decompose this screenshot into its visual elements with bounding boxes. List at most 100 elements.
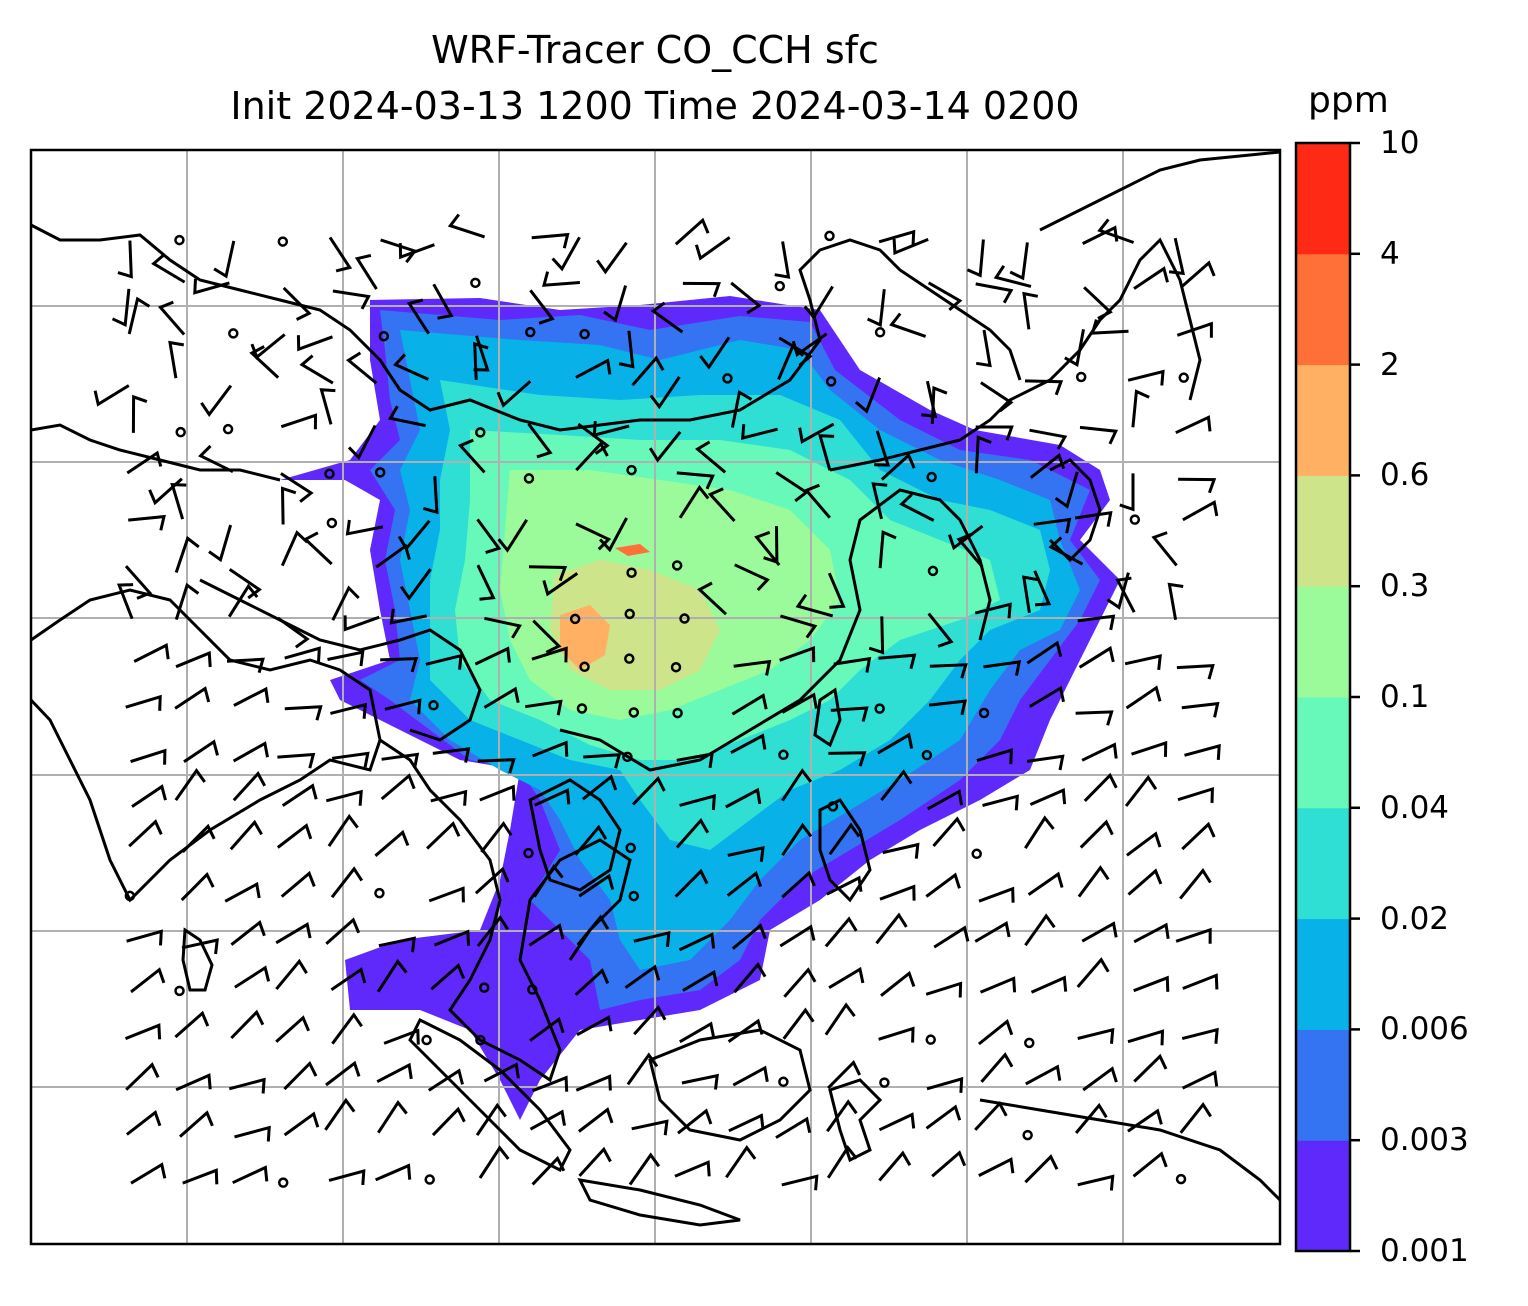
colorbar-swatch xyxy=(1296,143,1350,255)
wind-barb xyxy=(250,333,286,360)
calm-wind-circle xyxy=(174,234,185,246)
wind-barb xyxy=(879,884,916,901)
wind-barb xyxy=(232,741,269,763)
calm-wind-circle xyxy=(378,330,390,342)
wind-barb xyxy=(781,1174,819,1191)
wind-barb xyxy=(1175,927,1212,944)
wind-barb xyxy=(626,1052,659,1086)
wind-barb xyxy=(1124,654,1162,671)
calm-wind-circle xyxy=(874,327,886,338)
wind-barb xyxy=(933,925,970,949)
wind-barb xyxy=(398,243,435,260)
wind-barb xyxy=(878,1112,916,1132)
wind-barb xyxy=(280,870,316,898)
colorbar-swatch xyxy=(1296,807,1350,920)
wind-barb xyxy=(124,565,153,600)
wind-barb xyxy=(325,1060,361,1087)
wind-barb xyxy=(542,271,581,287)
wind-barb xyxy=(828,822,861,856)
calm-wind-circle xyxy=(625,842,636,854)
wind-barb xyxy=(930,385,948,425)
wind-barb xyxy=(730,733,767,755)
wind-barb xyxy=(1124,774,1158,807)
wind-barb xyxy=(232,1165,269,1185)
wind-barb xyxy=(803,285,834,320)
wind-barb xyxy=(628,1152,661,1186)
wind-barb xyxy=(880,970,916,997)
wind-barb xyxy=(782,1007,815,1040)
wind-barb xyxy=(299,354,334,385)
wind-barb xyxy=(527,422,553,459)
wind-barb xyxy=(476,518,502,555)
wind-barb xyxy=(497,518,528,553)
colorbar-tick-label: 0.04 xyxy=(1380,789,1450,826)
wind-barb xyxy=(1026,754,1065,771)
calm-wind-circle xyxy=(778,1076,789,1088)
wind-barb xyxy=(277,616,310,649)
title-line-1: WRF-Tracer CO_CCH sfc xyxy=(431,28,879,72)
wind-barb xyxy=(551,236,581,272)
wind-barb xyxy=(1022,291,1039,330)
calm-wind-circle xyxy=(624,608,635,620)
wind-barb xyxy=(131,784,167,808)
wind-barb xyxy=(1115,576,1136,613)
wind-barb xyxy=(181,823,216,853)
coast-korea xyxy=(1048,458,1102,563)
wind-barb xyxy=(275,922,312,945)
wind-barb xyxy=(327,650,365,667)
wind-barb xyxy=(457,438,486,474)
wind-barb xyxy=(978,886,1015,903)
wind-barb xyxy=(679,1021,716,1044)
wind-barb xyxy=(284,705,323,721)
colorbar-tick-label: 0.1 xyxy=(1380,679,1430,715)
wind-barb xyxy=(979,976,1017,994)
coast-indochina-mountains xyxy=(528,778,622,892)
wind-barb xyxy=(592,420,630,438)
wind-barb xyxy=(731,693,768,716)
wind-barb xyxy=(824,916,858,948)
wind-barb xyxy=(229,819,263,851)
wind-barb xyxy=(476,564,496,601)
wind-barb xyxy=(151,253,186,284)
wind-barb xyxy=(133,643,170,663)
wind-barb xyxy=(431,1106,466,1137)
colorbar-swatch xyxy=(1296,697,1350,809)
wind-barb xyxy=(828,751,867,767)
wind-barb xyxy=(974,435,992,474)
wind-barb xyxy=(127,296,151,335)
wind-barb xyxy=(1081,921,1118,943)
colorbar xyxy=(1294,141,1360,1253)
wind-barb xyxy=(479,784,516,802)
wind-barb xyxy=(830,706,869,722)
wind-barb xyxy=(1082,1066,1118,1092)
wind-barb xyxy=(1033,517,1072,534)
wind-barb xyxy=(399,568,432,601)
wind-barb xyxy=(778,336,813,367)
wind-barb xyxy=(380,773,416,801)
wind-barb xyxy=(1027,871,1064,896)
coast-himalaya xyxy=(199,578,482,742)
wind-barb xyxy=(384,698,422,715)
wind-barb xyxy=(529,1016,565,1042)
wind-barb xyxy=(631,1119,669,1136)
wind-barb xyxy=(1083,286,1113,320)
wind-barb xyxy=(302,531,333,566)
calm-wind-circle xyxy=(124,890,136,902)
wind-barb xyxy=(974,920,1011,943)
wind-barb xyxy=(389,608,427,625)
wind-barb xyxy=(1182,499,1219,522)
wind-barb xyxy=(1182,973,1219,990)
calm-wind-circle xyxy=(228,328,239,339)
wind-barb xyxy=(1030,975,1068,994)
wind-barb xyxy=(277,752,316,769)
wind-barb xyxy=(406,298,430,335)
wind-barb xyxy=(283,1060,318,1091)
calm-wind-circle xyxy=(523,847,534,859)
coast-northeast xyxy=(1039,150,1280,232)
wind-barb xyxy=(699,336,731,370)
wind-barb xyxy=(1078,645,1115,669)
wind-barb xyxy=(725,787,762,809)
calm-wind-circle xyxy=(374,887,385,899)
wind-barb xyxy=(1180,260,1216,288)
wind-barb xyxy=(228,1077,266,1094)
